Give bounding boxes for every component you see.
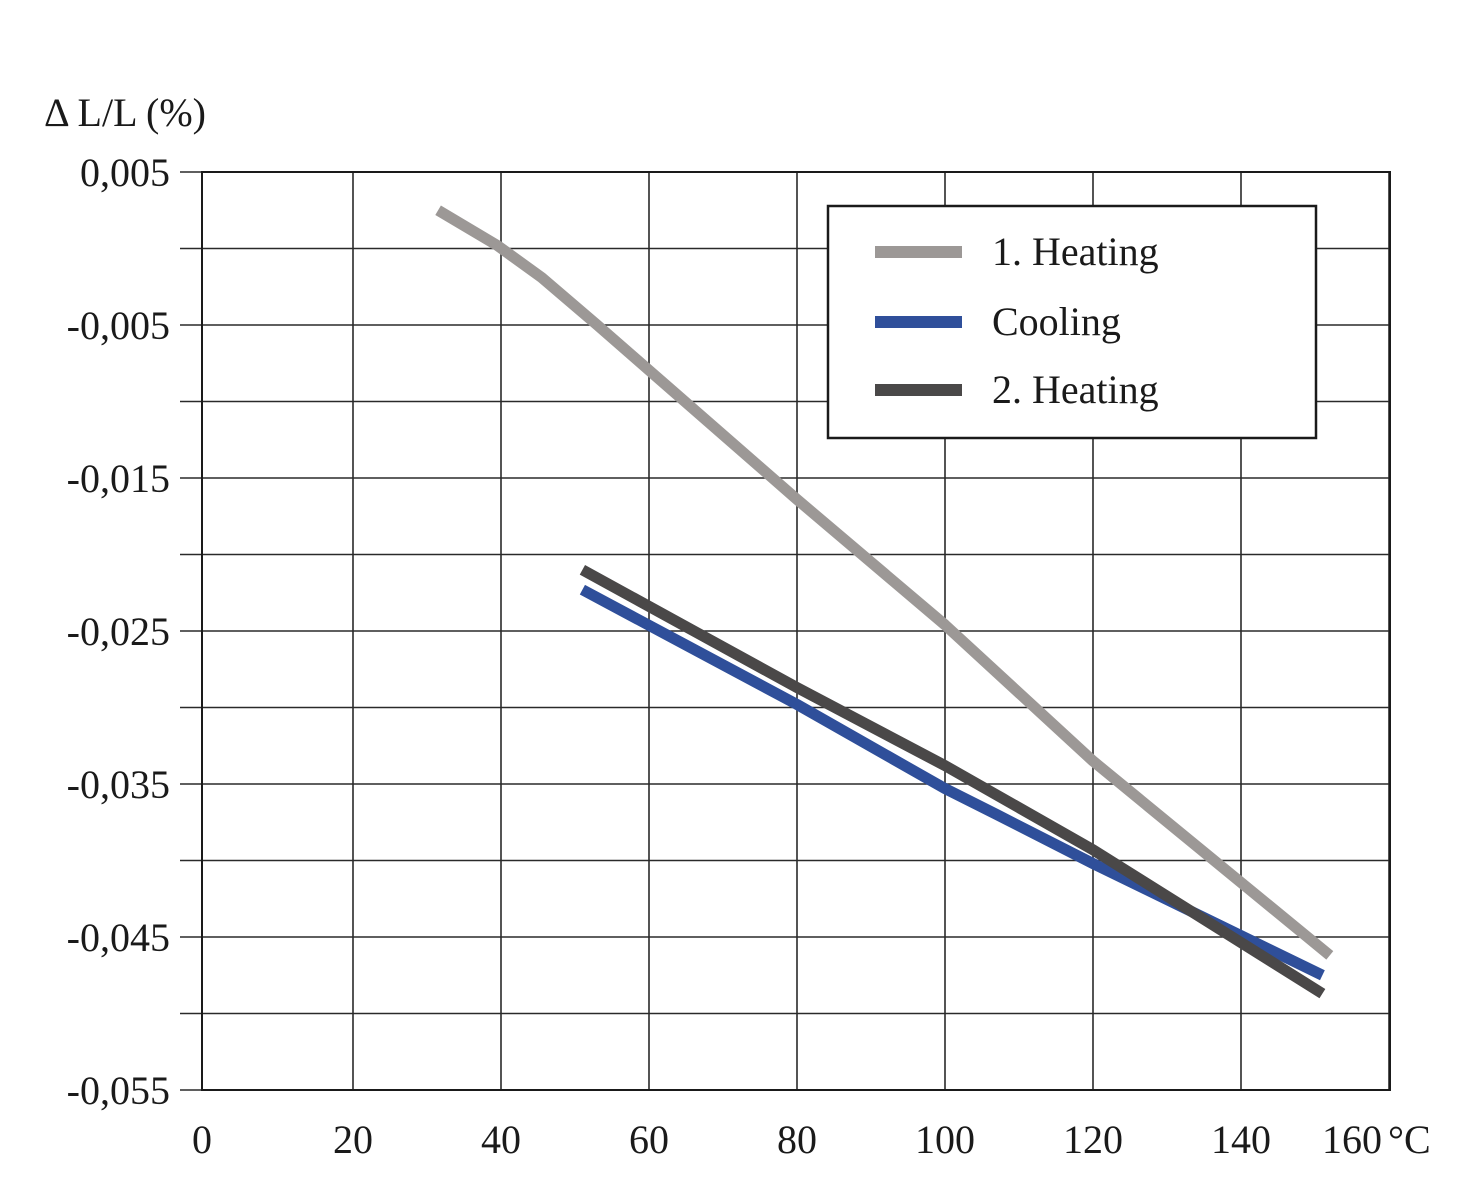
x-tick-label: 100 (915, 1117, 975, 1162)
x-tick-label: 80 (777, 1117, 817, 1162)
x-tick-label: 160 (1322, 1117, 1382, 1162)
y-axis-label: Δ L/L (%) (44, 90, 206, 135)
x-tick-label: 140 (1211, 1117, 1271, 1162)
y-tick-label: -0,045 (67, 915, 170, 960)
legend-label: Cooling (992, 299, 1121, 344)
y-tick-label: -0,015 (67, 456, 170, 501)
series-line-cooling (579, 584, 1325, 981)
grid (180, 171, 1391, 1091)
legend-label: 1. Heating (992, 229, 1159, 274)
y-tick-label: -0,025 (67, 609, 170, 654)
y-tick-label: 0,005 (80, 150, 170, 195)
y-tick-label: -0,035 (67, 762, 170, 807)
legend: 1. Heating Cooling 2. Heating (826, 204, 1318, 440)
y-tick-label: -0,005 (67, 303, 170, 348)
x-tick-label: 0 (192, 1117, 212, 1162)
legend-label: 2. Heating (992, 367, 1159, 412)
series-line-2-heating (579, 564, 1326, 999)
x-axis-unit-label: °C (1388, 1117, 1431, 1162)
series-line-1-heating (435, 205, 1334, 960)
series-lines (435, 205, 1334, 999)
x-tick-label: 60 (629, 1117, 669, 1162)
tick-labels: 0 20 40 60 80 100 120 140 160 0,005 -0,005 -0,015 -0… (67, 150, 1382, 1162)
x-tick-label: 120 (1063, 1117, 1123, 1162)
x-tick-label: 20 (333, 1117, 373, 1162)
y-tick-label: -0,055 (67, 1068, 170, 1113)
x-tick-label: 40 (481, 1117, 521, 1162)
plot-border (201, 171, 1391, 1091)
